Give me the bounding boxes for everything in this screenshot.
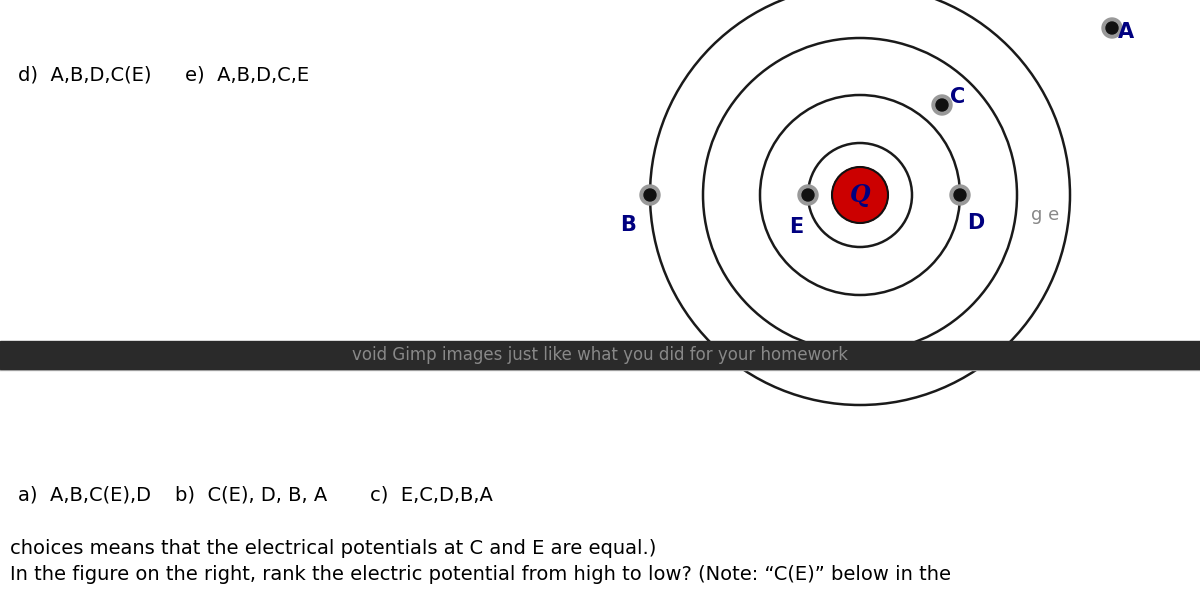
Text: choices means that the electrical potentials at C and E are equal.): choices means that the electrical potent… xyxy=(10,539,656,557)
Circle shape xyxy=(798,185,818,205)
Circle shape xyxy=(802,189,814,201)
Circle shape xyxy=(936,99,948,111)
Text: a)  A,B,C(E),D: a) A,B,C(E),D xyxy=(18,486,151,504)
Text: E: E xyxy=(788,217,803,237)
Text: g e: g e xyxy=(1031,206,1060,224)
Text: B: B xyxy=(620,215,636,235)
Text: In the figure on the right, rank the electric potential from high to low? (Note:: In the figure on the right, rank the ele… xyxy=(10,565,952,585)
Circle shape xyxy=(832,167,888,223)
Circle shape xyxy=(954,189,966,201)
Circle shape xyxy=(644,189,656,201)
Circle shape xyxy=(932,95,952,115)
Text: D: D xyxy=(967,213,985,233)
Text: b)  C(E), D, B, A: b) C(E), D, B, A xyxy=(175,486,328,504)
Circle shape xyxy=(640,185,660,205)
Circle shape xyxy=(1106,22,1118,34)
Text: d)  A,B,D,C(E): d) A,B,D,C(E) xyxy=(18,65,151,85)
Text: e)  A,B,D,C,E: e) A,B,D,C,E xyxy=(185,65,310,85)
Bar xyxy=(0,341,1200,369)
Text: Q: Q xyxy=(850,183,870,207)
Circle shape xyxy=(1102,18,1122,38)
Circle shape xyxy=(950,185,970,205)
Text: c)  E,C,D,B,A: c) E,C,D,B,A xyxy=(370,486,493,504)
Text: A: A xyxy=(1118,22,1134,42)
Text: void Gimp images just like what you did for your homework: void Gimp images just like what you did … xyxy=(352,346,848,364)
Text: C: C xyxy=(950,87,966,107)
